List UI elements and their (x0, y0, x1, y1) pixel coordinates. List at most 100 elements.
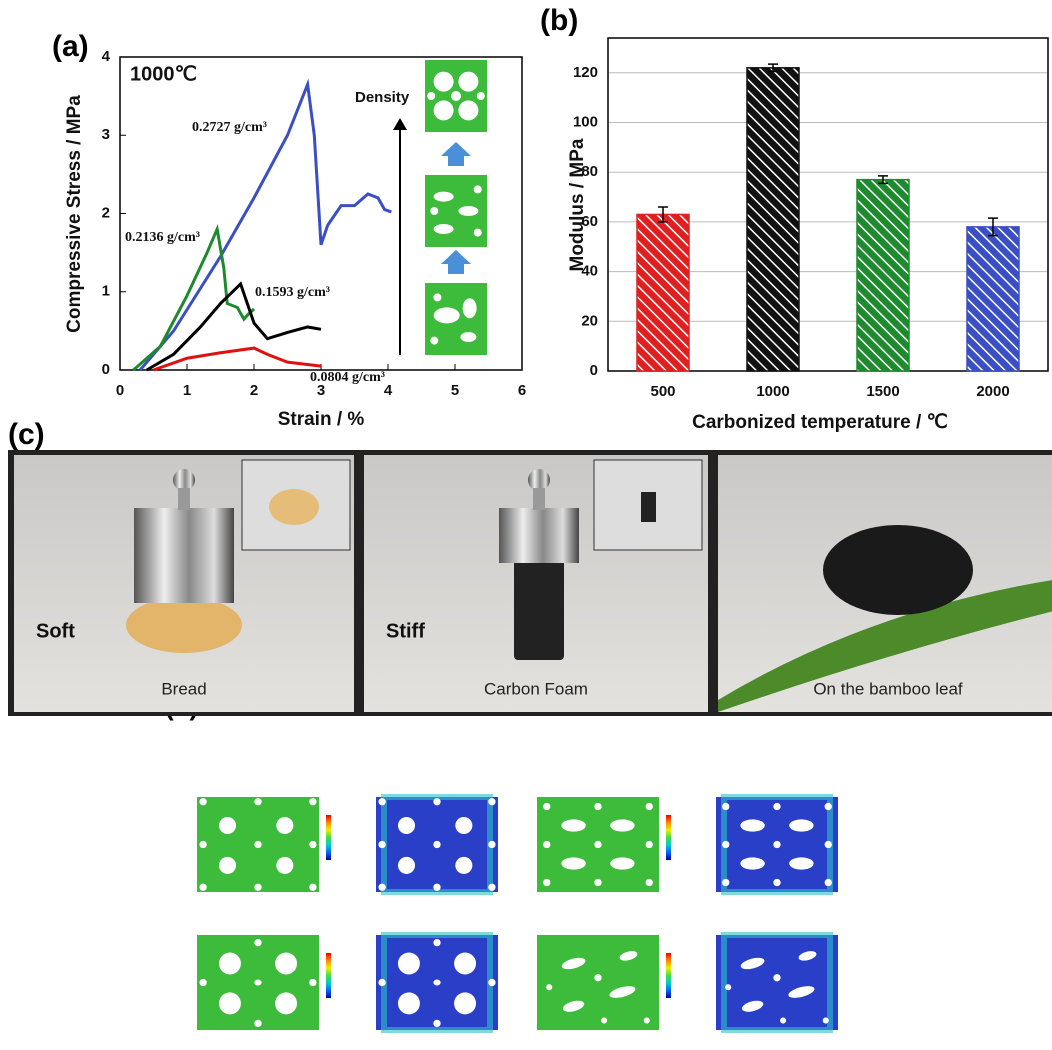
model (537, 935, 659, 1030)
hole (309, 798, 317, 806)
hole (378, 978, 386, 987)
series-label: 0.2727 g/cm³ (192, 120, 267, 135)
hole (433, 191, 454, 202)
hole (378, 840, 386, 849)
hole (488, 840, 496, 849)
hole (458, 206, 479, 216)
photo-caption: Bread (161, 679, 206, 698)
hole (218, 856, 237, 874)
series-label: 0.1593 g/cm³ (255, 285, 330, 300)
hole (276, 816, 294, 835)
hole (773, 974, 781, 982)
hole (722, 802, 730, 811)
weight-neck (178, 488, 190, 510)
series-label: 0.2136 g/cm³ (125, 230, 200, 245)
hole (397, 952, 420, 975)
weight-knob (528, 469, 550, 491)
hole (773, 840, 781, 849)
hole (218, 816, 237, 835)
hole (275, 952, 298, 975)
hole (740, 857, 765, 870)
hole (433, 1019, 441, 1028)
hole (645, 878, 653, 887)
weight-neck (533, 488, 545, 510)
hole (254, 979, 262, 986)
inset (241, 459, 351, 551)
y-tick-label: 80 (581, 163, 598, 180)
hole (433, 307, 460, 324)
hole (476, 92, 485, 100)
weight (134, 508, 234, 603)
hole (433, 938, 441, 947)
hole (740, 819, 765, 832)
data-line (146, 281, 322, 372)
x-tick-label: 4 (384, 382, 393, 399)
hole (433, 979, 441, 986)
foam (514, 560, 564, 660)
hole (562, 1000, 585, 1012)
hole (473, 185, 482, 194)
panel-label: (a) (52, 30, 89, 63)
hole (454, 992, 477, 1015)
hole (561, 819, 586, 832)
hole (741, 1000, 764, 1012)
hole (460, 332, 477, 342)
error-bar (878, 175, 888, 185)
x-tick-label: 1000 (756, 383, 789, 400)
x-tick-label: 6 (518, 382, 526, 399)
y-tick-label: 1 (102, 283, 110, 300)
annotation: 1000℃ (130, 63, 197, 85)
hole (199, 840, 207, 849)
hole (397, 992, 420, 1015)
y-tick-label: 20 (581, 312, 598, 329)
hole (199, 883, 207, 891)
hole (309, 840, 317, 849)
y-tick-label: 100 (573, 113, 598, 130)
hole (773, 802, 781, 811)
hole (722, 840, 730, 849)
hole (455, 856, 473, 874)
hole (378, 883, 386, 891)
hole (543, 878, 551, 887)
flow-arrow (441, 250, 471, 274)
hole (740, 957, 765, 970)
hole (454, 952, 477, 975)
legend-bar (666, 953, 671, 998)
hole (594, 974, 602, 982)
hole (824, 802, 832, 811)
foam (823, 525, 973, 615)
hole (397, 816, 416, 835)
x-axis-label: Strain / % (278, 409, 365, 430)
y-tick-label: 2 (102, 204, 110, 221)
hole (199, 978, 207, 987)
hole (594, 840, 602, 849)
hole (451, 91, 461, 101)
hole (543, 840, 551, 849)
bar (856, 178, 910, 372)
x-tick-label: 1 (183, 382, 191, 399)
hole (218, 992, 241, 1015)
photo-caption: On the bamboo leaf (813, 679, 963, 698)
hole (645, 802, 653, 811)
hole (309, 978, 317, 987)
hole (427, 92, 436, 100)
x-axis-label: Carbonized temperature / ℃ (692, 412, 948, 433)
y-tick-label: 0 (590, 362, 598, 379)
x-tick-label: 2000 (976, 383, 1009, 400)
hole (254, 883, 262, 891)
hole (824, 840, 832, 849)
hole (561, 957, 586, 970)
hole (824, 878, 832, 887)
hole (610, 819, 635, 832)
hole (822, 1017, 829, 1024)
y-axis-label: Modulus / MPa (567, 138, 588, 271)
foam-inset (641, 492, 656, 522)
hole (458, 71, 479, 92)
data-line (138, 78, 392, 371)
panel-label: (c) (8, 418, 45, 451)
hole (725, 984, 732, 991)
series-label: 0.0804 g/cm³ (310, 370, 385, 385)
bread (126, 597, 242, 653)
hole (455, 816, 473, 835)
